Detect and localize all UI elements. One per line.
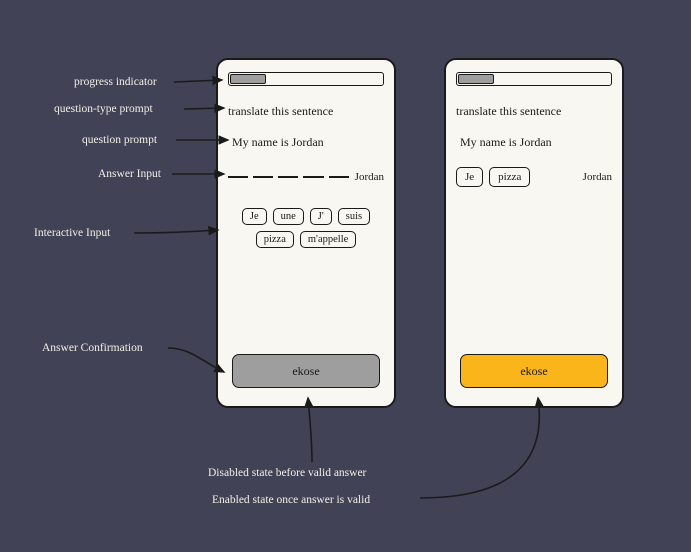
- label-qprompt: question prompt: [82, 134, 157, 146]
- token-j-apos[interactable]: J': [310, 208, 332, 225]
- answer-input-area[interactable]: Jordan: [228, 164, 384, 190]
- caption-enabled: Enabled state once answer is valid: [212, 494, 370, 506]
- confirm-button-enabled[interactable]: ekose: [460, 354, 608, 388]
- answer-hint: Jordan: [355, 171, 384, 183]
- mock-card-disabled: translate this sentence My name is Jorda…: [216, 58, 396, 408]
- question-prompt: My name is Jordan: [456, 135, 612, 150]
- token-bank: Je une J' suis pizza m'appelle: [228, 208, 384, 248]
- label-progress: progress indicator: [74, 76, 157, 88]
- question-prompt: My name is Jordan: [228, 135, 384, 150]
- progress-indicator: [228, 72, 384, 86]
- progress-indicator: [456, 72, 612, 86]
- label-interactive-input: Interactive Input: [34, 227, 110, 239]
- answer-hint: Jordan: [583, 171, 612, 183]
- label-confirm: Answer Confirmation: [42, 342, 143, 354]
- label-answer-input: Answer Input: [98, 168, 161, 180]
- caption-disabled: Disabled state before valid answer: [208, 467, 366, 479]
- progress-fill: [230, 74, 266, 84]
- question-type-prompt: translate this sentence: [228, 104, 384, 119]
- confirm-button-disabled: ekose: [232, 354, 380, 388]
- token-suis[interactable]: suis: [338, 208, 370, 225]
- token-je[interactable]: Je: [242, 208, 267, 225]
- selected-token-je[interactable]: Je: [456, 167, 483, 187]
- token-une[interactable]: une: [273, 208, 304, 225]
- progress-fill: [458, 74, 494, 84]
- answer-slots: [228, 176, 349, 178]
- selected-token-pizza[interactable]: pizza: [489, 167, 530, 187]
- question-type-prompt: translate this sentence: [456, 104, 612, 119]
- label-qtype: question-type prompt: [54, 103, 153, 115]
- token-pizza[interactable]: pizza: [256, 231, 294, 248]
- answer-input-area[interactable]: Je pizza Jordan: [456, 164, 612, 190]
- token-mappelle[interactable]: m'appelle: [300, 231, 356, 248]
- mock-card-enabled: translate this sentence My name is Jorda…: [444, 58, 624, 408]
